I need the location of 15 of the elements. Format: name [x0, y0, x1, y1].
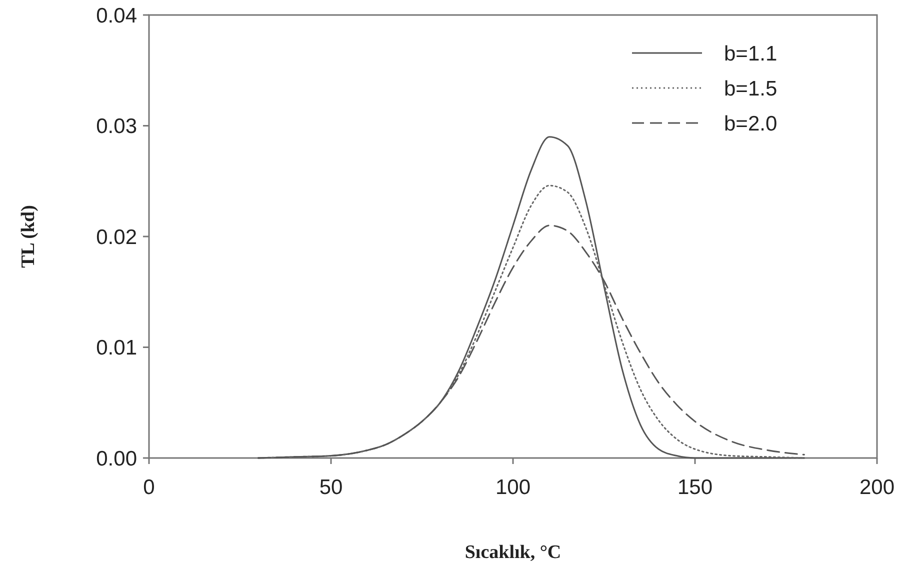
x-tick-label: 50	[319, 476, 343, 499]
y-axis-title: TL (kd)	[18, 205, 39, 268]
y-tick-label: 0.00	[96, 447, 137, 470]
y-tick-label: 0.04	[96, 4, 138, 28]
y-tick-label: 0.02	[96, 226, 137, 249]
x-tick-label: 200	[859, 476, 895, 499]
x-tick-label: 150	[677, 476, 713, 499]
x-tick-label: 100	[495, 476, 531, 499]
y-tick-label: 0.01	[96, 336, 137, 360]
y-tick-label: 0.03	[96, 115, 137, 138]
legend-label: b=2.0	[724, 112, 778, 136]
legend-label: b=1.5	[724, 77, 778, 100]
x-tick-label: 0	[143, 476, 155, 499]
x-axis-title: Sıcaklık, °C	[464, 542, 562, 563]
legend-label: b=1.1	[724, 42, 778, 66]
